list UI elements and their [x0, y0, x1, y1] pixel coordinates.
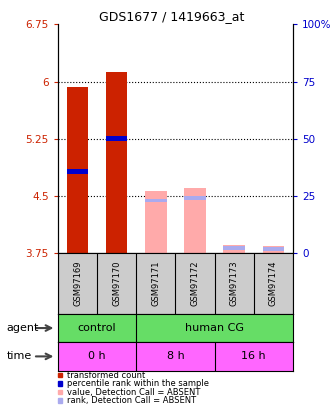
- Text: GSM97169: GSM97169: [73, 261, 82, 306]
- Bar: [184, 188, 206, 253]
- Text: GSM97171: GSM97171: [151, 261, 160, 306]
- Bar: [262, 246, 284, 253]
- Bar: [262, 247, 284, 251]
- Bar: [67, 169, 88, 174]
- Bar: [223, 246, 245, 250]
- Text: human CG: human CG: [185, 323, 244, 333]
- Bar: [145, 198, 166, 202]
- Bar: [67, 87, 88, 253]
- Bar: [106, 72, 127, 253]
- Text: transformed count: transformed count: [67, 371, 145, 379]
- Text: 8 h: 8 h: [166, 352, 184, 361]
- Text: rank, Detection Call = ABSENT: rank, Detection Call = ABSENT: [67, 396, 196, 405]
- Bar: [223, 245, 245, 253]
- Text: 16 h: 16 h: [241, 352, 266, 361]
- Text: time: time: [7, 352, 32, 361]
- Text: control: control: [78, 323, 117, 333]
- Bar: [184, 196, 206, 200]
- Bar: [145, 191, 166, 253]
- Text: GDS1677 / 1419663_at: GDS1677 / 1419663_at: [99, 10, 245, 23]
- Text: GSM97173: GSM97173: [230, 261, 239, 306]
- Text: GSM97170: GSM97170: [112, 261, 121, 306]
- Text: GSM97174: GSM97174: [269, 261, 278, 306]
- Text: agent: agent: [7, 323, 39, 333]
- Text: value, Detection Call = ABSENT: value, Detection Call = ABSENT: [67, 388, 200, 396]
- Text: percentile rank within the sample: percentile rank within the sample: [67, 379, 209, 388]
- Bar: [106, 136, 127, 141]
- Text: GSM97172: GSM97172: [191, 261, 200, 306]
- Text: 0 h: 0 h: [88, 352, 106, 361]
